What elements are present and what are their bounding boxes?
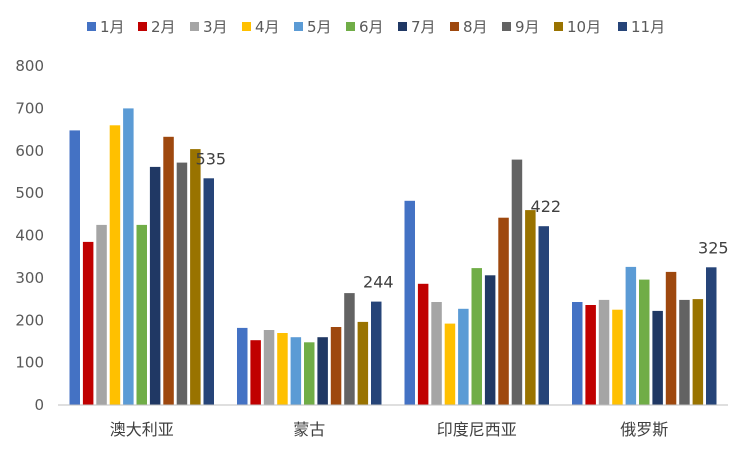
legend-label: 4月 <box>255 18 280 36</box>
x-category-label: 澳大利亚 <box>110 420 174 439</box>
bar-4-10 <box>692 299 704 405</box>
legend-label: 11月 <box>631 18 665 36</box>
bar-2-6 <box>304 342 315 405</box>
y-tick-label: 200 <box>15 311 44 329</box>
bar-1-5 <box>123 108 134 406</box>
legend-swatch <box>242 22 251 31</box>
legend-label: 9月 <box>515 18 540 36</box>
x-category-label: 印度尼西亚 <box>437 420 517 439</box>
legend-swatch <box>502 22 511 31</box>
x-axis: 澳大利亚 蒙古 印度尼西亚 俄罗斯 <box>110 420 669 439</box>
bar-1-7 <box>149 166 161 405</box>
bar-1-4 <box>109 125 121 406</box>
bar-3-2 <box>417 283 429 405</box>
x-category-label: 蒙古 <box>293 420 325 439</box>
legend-label: 6月 <box>359 18 384 36</box>
bar-4-2 <box>585 305 596 405</box>
legend-swatch <box>554 22 563 31</box>
bar-2-4 <box>277 333 288 405</box>
bar-4-11 <box>706 267 717 405</box>
bars <box>69 108 717 406</box>
bar-2-3 <box>263 330 275 405</box>
bar-3-11 <box>538 226 549 405</box>
legend: 1月 2月 3月 4月 5月 6月 7月 8月 9月 10月 11月 <box>87 18 665 36</box>
y-tick-label: 600 <box>15 142 44 160</box>
legend-label: 3月 <box>203 18 228 36</box>
y-tick-label: 400 <box>15 227 44 245</box>
legend-swatch <box>138 22 147 31</box>
bar-2-2 <box>250 340 261 405</box>
y-tick-label: 300 <box>15 269 44 287</box>
bar-3-3 <box>431 302 442 405</box>
bar-4-7 <box>652 310 663 405</box>
legend-label: 1月 <box>100 18 125 36</box>
data-label: 244 <box>363 273 394 292</box>
bar-2-11 <box>371 301 382 405</box>
x-category-label: 俄罗斯 <box>620 420 668 439</box>
bar-3-8 <box>498 217 509 405</box>
legend-swatch <box>398 22 407 31</box>
bar-4-6 <box>639 279 650 405</box>
data-label: 535 <box>196 149 227 168</box>
bar-1-2 <box>82 241 94 405</box>
bar-2-9 <box>344 293 355 405</box>
bar-4-3 <box>598 299 610 405</box>
y-tick-label: 0 <box>34 396 44 414</box>
bar-3-4 <box>444 323 456 405</box>
legend-swatch <box>346 22 355 31</box>
y-tick-label: 500 <box>15 184 44 202</box>
bar-1-8 <box>163 136 174 406</box>
bar-4-8 <box>665 271 677 405</box>
legend-swatch <box>450 22 459 31</box>
legend-swatch <box>294 22 303 31</box>
bar-3-1 <box>404 200 415 405</box>
y-axis: 0 100 200 300 400 500 600 700 800 <box>15 57 44 414</box>
y-tick-label: 800 <box>15 57 44 75</box>
bar-4-4 <box>612 309 623 405</box>
bar-3-10 <box>525 210 536 405</box>
bar-3-5 <box>458 308 469 405</box>
bar-1-10 <box>190 149 201 405</box>
bar-4-1 <box>572 302 583 405</box>
data-labels: 535 244 422 325 <box>196 149 729 291</box>
y-tick-label: 100 <box>15 354 44 372</box>
bar-1-9 <box>176 162 188 405</box>
legend-label: 2月 <box>151 18 176 36</box>
bar-2-5 <box>290 337 302 405</box>
data-label: 325 <box>698 238 729 257</box>
bar-2-10 <box>357 321 369 405</box>
bar-1-3 <box>96 224 107 405</box>
legend-label: 8月 <box>463 18 488 36</box>
legend-label: 5月 <box>307 18 332 36</box>
legend-swatch <box>87 22 96 31</box>
bar-2-7 <box>317 337 328 405</box>
legend-swatch <box>190 22 199 31</box>
bar-3-9 <box>511 159 523 405</box>
bar-4-9 <box>679 299 690 405</box>
bar-3-6 <box>471 268 482 405</box>
bar-2-8 <box>330 327 342 405</box>
legend-label: 7月 <box>411 18 436 36</box>
bar-2-1 <box>237 327 248 405</box>
data-label: 422 <box>531 197 562 216</box>
legend-label: 10月 <box>567 18 601 36</box>
legend-swatch <box>618 22 627 31</box>
y-tick-label: 700 <box>15 99 44 117</box>
bar-1-6 <box>136 224 147 405</box>
bar-3-7 <box>484 275 496 405</box>
bar-1-1 <box>69 130 80 405</box>
bar-4-5 <box>625 266 637 405</box>
bar-1-11 <box>203 178 214 405</box>
